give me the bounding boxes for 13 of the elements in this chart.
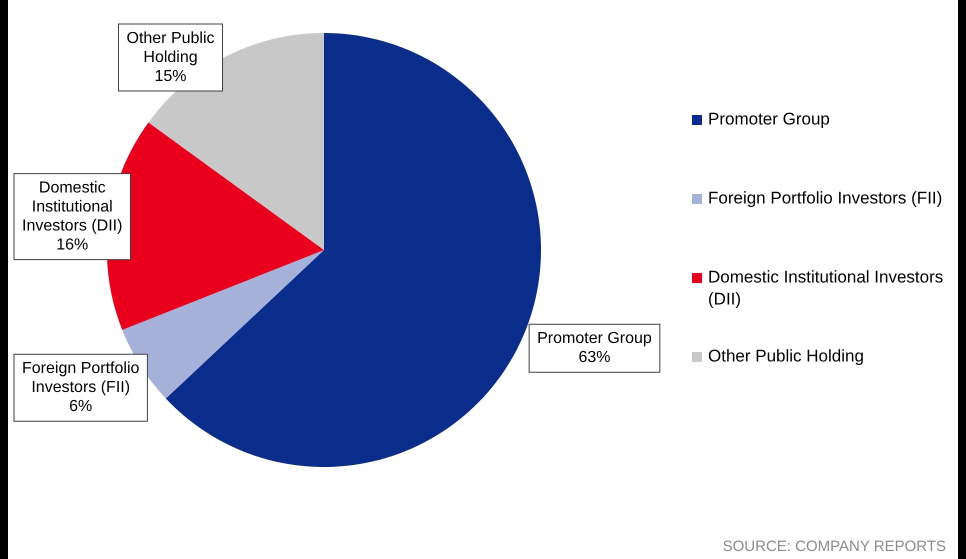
legend-label: Domestic Institutional Investors (DII) xyxy=(708,268,944,309)
legend-label: Other Public Holding xyxy=(708,346,864,366)
data-label: 63% xyxy=(578,349,610,366)
slice-label: Domestic Institutional Investors (DII) xyxy=(22,180,122,235)
slice-label: Foreign Portfolio Investors (FII) xyxy=(22,360,140,396)
data-label: 6% xyxy=(69,398,92,416)
legend-label: Foreign Portfolio Investors (FII) xyxy=(708,188,942,208)
slice-label: Promoter Group xyxy=(537,330,652,348)
legend-label: Promoter Group xyxy=(708,110,830,129)
data-label: 15% xyxy=(154,68,187,85)
source-note: SOURCE: COMPANY REPORTS xyxy=(722,538,946,555)
data-label: 16% xyxy=(56,236,88,254)
slice-label: Other Public Holding xyxy=(126,30,215,66)
